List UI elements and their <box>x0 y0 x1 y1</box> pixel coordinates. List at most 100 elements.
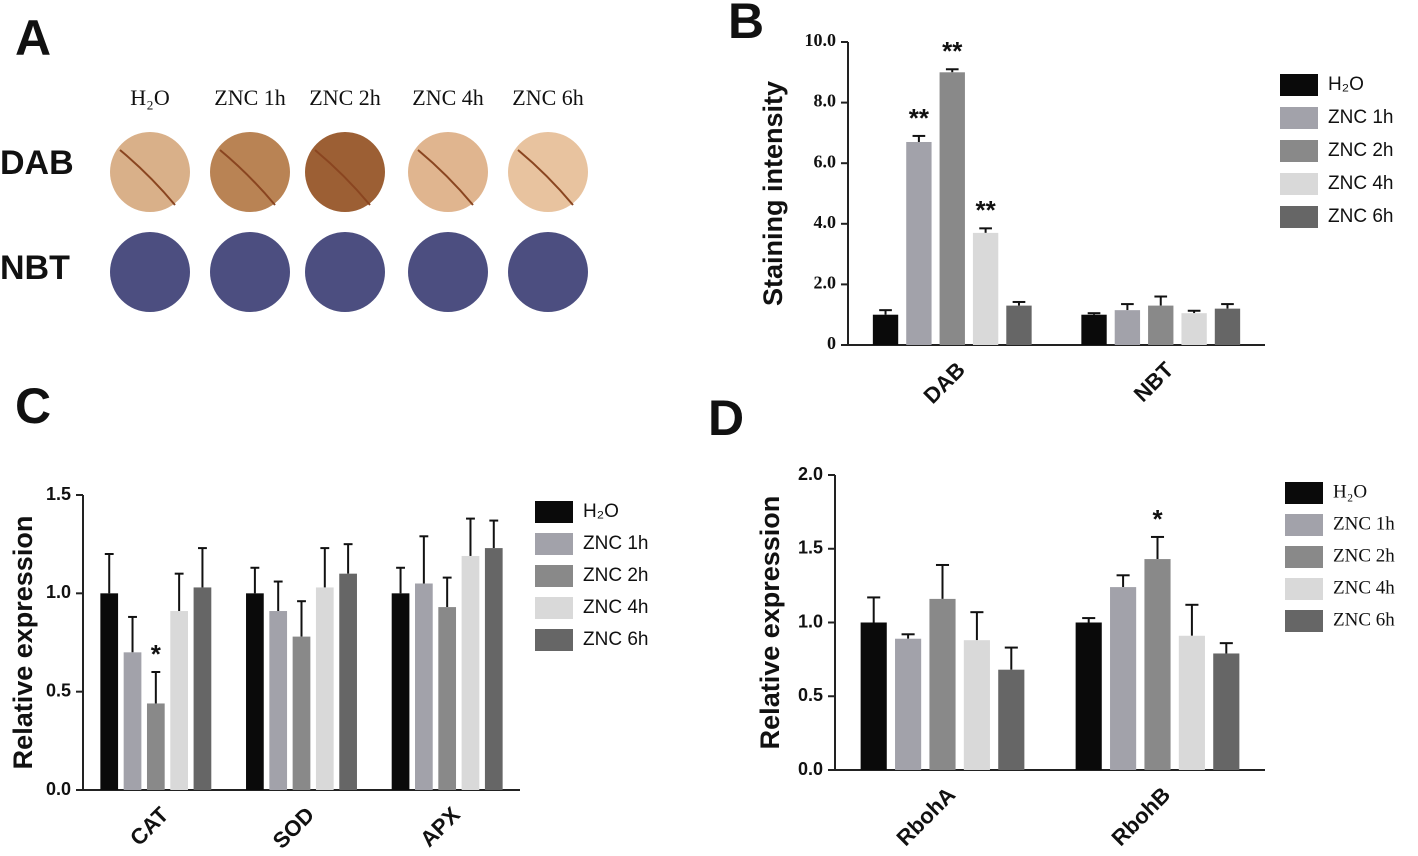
bar <box>315 587 334 790</box>
leaf-vein <box>314 149 371 206</box>
bar <box>1213 653 1240 770</box>
x-tick-label: RbohB <box>1106 782 1175 851</box>
nbt-leaf-disc <box>305 232 385 312</box>
y-tick-label: 1.5 <box>46 484 71 504</box>
legend-label: ZNC 6h <box>583 629 648 650</box>
bar <box>998 669 1025 770</box>
legend-label: ZNC 6h <box>1328 206 1393 227</box>
dab-leaf-disc <box>210 132 290 212</box>
leaf-vein <box>417 149 474 206</box>
leaf-vein <box>219 149 276 206</box>
bar <box>1181 313 1207 345</box>
nbt-leaf-disc <box>110 232 190 312</box>
bar <box>461 555 480 790</box>
column-header: ZNC 1h <box>214 85 286 110</box>
y-tick-label: 0.0 <box>46 779 71 799</box>
bar <box>292 636 311 790</box>
bar <box>860 622 887 770</box>
x-tick-label: NBT <box>1129 357 1179 407</box>
bar <box>895 638 922 770</box>
bar <box>438 607 457 790</box>
bar <box>193 587 212 790</box>
legend-label: ZNC 6h <box>1333 609 1395 630</box>
column-header: ZNC 4h <box>412 85 484 110</box>
bar <box>1075 622 1102 770</box>
legend-label: ZNC 1h <box>583 533 648 554</box>
bar <box>484 548 503 790</box>
panel-label: A <box>15 10 51 66</box>
dab-leaf-disc <box>408 132 488 212</box>
bar <box>1144 559 1171 770</box>
y-axis-label: Relative expression <box>8 516 38 770</box>
bar <box>246 593 264 790</box>
y-tick-label: 1.0 <box>798 611 823 631</box>
y-tick-label: 10.0 <box>805 30 837 50</box>
y-tick-label: 0.0 <box>798 759 823 779</box>
legend-swatch <box>1285 482 1323 504</box>
legend-label: H₂O <box>1328 74 1364 95</box>
legend-swatch <box>535 533 573 555</box>
legend-swatch <box>1280 140 1318 162</box>
legend-swatch <box>1285 546 1323 568</box>
bar <box>123 652 142 790</box>
bar <box>100 593 119 790</box>
significance-mark: ** <box>942 36 963 66</box>
x-tick-label: CAT <box>125 802 174 851</box>
legend-label: ZNC 4h <box>1333 577 1395 598</box>
legend-label: ZNC 2h <box>1328 140 1393 161</box>
bar <box>1178 635 1205 770</box>
legend-swatch <box>535 501 573 523</box>
legend-swatch <box>1280 107 1318 129</box>
y-tick-label: 1.5 <box>798 538 823 558</box>
legend-swatch <box>1280 206 1318 228</box>
y-tick-label: 2.0 <box>814 273 837 293</box>
bar <box>170 611 188 790</box>
bar <box>146 703 165 790</box>
y-tick-label: 8.0 <box>814 91 837 111</box>
legend-swatch <box>1285 514 1323 536</box>
bar <box>963 640 990 770</box>
bar <box>269 611 288 790</box>
legend-label: ZNC 2h <box>1333 545 1395 566</box>
bar <box>1114 310 1141 345</box>
panel-label: D <box>708 390 744 446</box>
y-tick-label: 4.0 <box>814 212 837 232</box>
x-tick-label: DAB <box>919 357 970 408</box>
legend-swatch <box>535 597 573 619</box>
legend-label: ZNC 1h <box>1333 513 1395 534</box>
dab-leaf-disc <box>305 132 385 212</box>
nbt-leaf-disc <box>210 232 290 312</box>
y-axis-label: Relative expression <box>755 496 785 750</box>
y-tick-label: 1.0 <box>46 582 71 602</box>
dab-leaf-disc <box>508 132 588 212</box>
legend-label: H₂O <box>583 501 619 522</box>
x-tick-label: RbohA <box>891 782 960 851</box>
leaf-vein <box>517 149 574 206</box>
y-tick-label: 0.5 <box>46 680 71 700</box>
column-header: ZNC 6h <box>512 85 584 110</box>
y-tick-label: 6.0 <box>814 151 837 171</box>
column-header: H₂O <box>130 85 169 110</box>
bar <box>1148 305 1174 345</box>
y-axis-label: Staining intensity <box>758 81 788 306</box>
row-label: NBT <box>0 249 70 287</box>
bar <box>929 598 956 770</box>
legend-label: ZNC 1h <box>1328 107 1393 128</box>
bar <box>939 72 965 346</box>
legend-label: ZNC 4h <box>1328 173 1393 194</box>
bar <box>972 232 999 345</box>
bar <box>1110 587 1137 770</box>
dab-leaf-disc <box>110 132 190 212</box>
column-header: ZNC 2h <box>309 85 381 110</box>
y-tick-label: 0 <box>827 333 836 353</box>
significance-mark: * <box>1152 504 1163 534</box>
panel-label: C <box>15 378 51 434</box>
y-tick-label: 0.5 <box>798 685 823 705</box>
bar <box>339 573 357 790</box>
leaf-vein <box>119 149 176 206</box>
legend-swatch <box>1280 74 1318 96</box>
legend-swatch <box>535 629 573 651</box>
significance-mark: ** <box>909 103 930 133</box>
legend-label: ZNC 2h <box>583 565 648 586</box>
